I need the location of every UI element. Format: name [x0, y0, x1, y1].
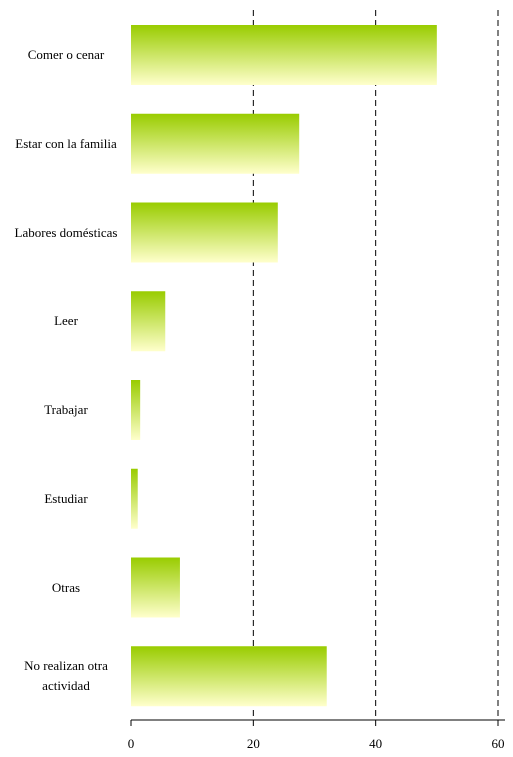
bar — [131, 380, 141, 440]
x-tick-label: 60 — [492, 736, 505, 751]
category-label: Otras — [51, 579, 81, 595]
bar — [131, 202, 278, 263]
x-tick-label: 20 — [247, 736, 260, 751]
category-label: Leer — [54, 313, 78, 329]
bar — [131, 25, 437, 85]
category-label: Estar con la familia — [15, 135, 117, 151]
category-label: Comer o cenar — [27, 47, 105, 62]
bar — [131, 557, 180, 618]
bar — [131, 468, 138, 529]
category-label: No realizan otra actividad — [24, 658, 108, 694]
bar — [131, 291, 166, 352]
x-tick-label: 0 — [128, 736, 135, 751]
bar — [131, 113, 300, 174]
category-label: Trabajar — [44, 402, 88, 417]
category-label: Estudiar — [44, 490, 88, 506]
x-tick-label: 40 — [369, 736, 382, 751]
category-label: Labores domésticas — [14, 224, 118, 240]
bar — [131, 646, 327, 707]
